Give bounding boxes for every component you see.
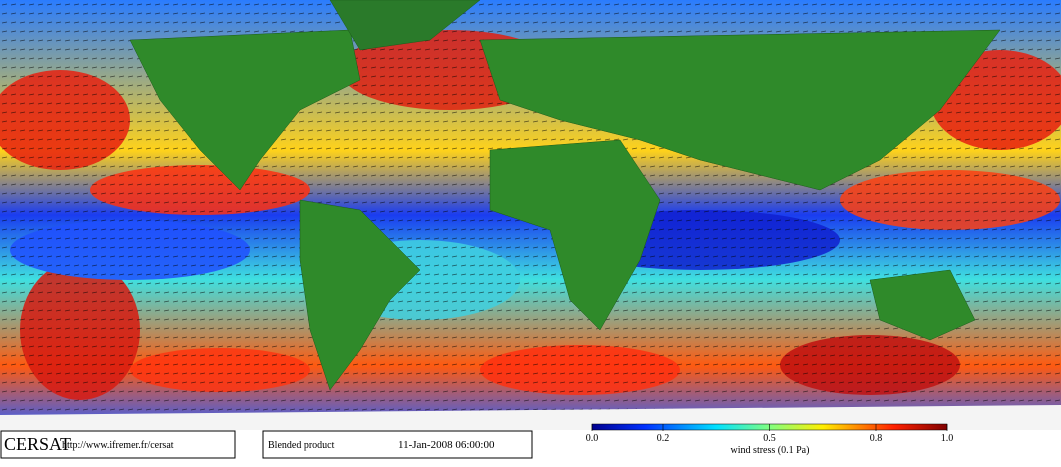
product-box — [262, 430, 533, 459]
colorbar-title: wind stress (0.1 Pa) — [731, 445, 810, 456]
colorbar-tick-label: 0.2 — [657, 433, 670, 444]
date: 11-Jan-2008 06:00:00 — [398, 439, 495, 451]
logo: CERSAT — [4, 434, 71, 454]
footer: CERSAT http://www.ifremer.fr/cersat Blen… — [0, 423, 1061, 462]
url: http://www.ifremer.fr/cersat — [62, 440, 174, 451]
logo-box — [0, 430, 236, 459]
map-body — [0, 0, 1061, 430]
colorbar-tick-label: 0.5 — [763, 433, 776, 444]
colorbar-tick-label: 0.8 — [870, 433, 883, 444]
colorbar-tick-label: 0.0 — [586, 433, 599, 444]
product: Blended product — [268, 440, 335, 451]
colorbar-tick-label: 1.0 — [941, 433, 954, 444]
